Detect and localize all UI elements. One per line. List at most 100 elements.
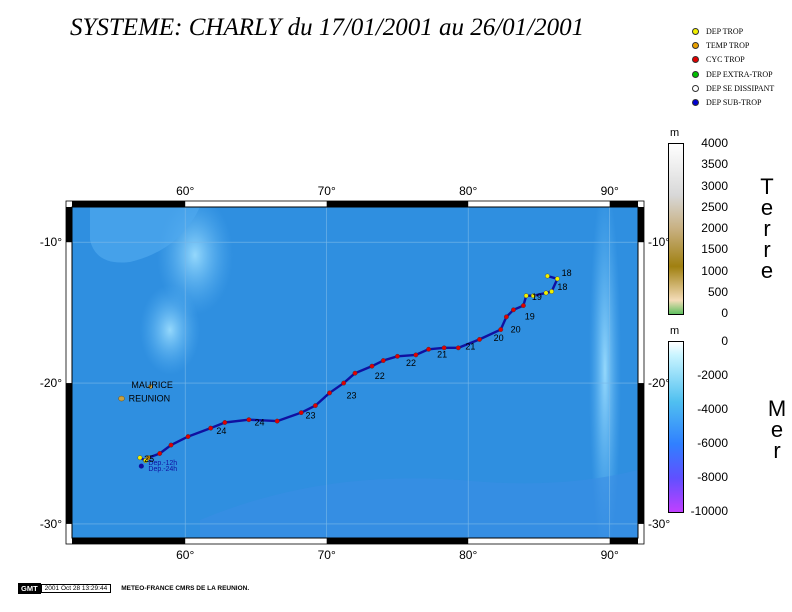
day-label: 18: [562, 268, 572, 278]
frame-bar: [638, 383, 644, 524]
longitude-label: 60°: [176, 184, 194, 198]
legend-item: DEP EXTRA-TROP: [692, 67, 774, 81]
mascarene-ridge: [140, 285, 200, 375]
sea-scale-tick: -2000: [697, 368, 728, 382]
track-point: [274, 418, 280, 424]
longitude-label: 60°: [176, 548, 194, 562]
legend-marker-icon: [692, 27, 699, 35]
track-point: [549, 289, 555, 294]
place-label: MAURICE: [131, 380, 173, 390]
legend-item: DEP SUB-TROP: [692, 95, 774, 109]
latitude-label: -30°: [40, 517, 62, 531]
reunion-island: [118, 395, 125, 402]
footer: GMT 2001 Oct 28 13:29:44 METEO-FRANCE CM…: [18, 583, 249, 594]
legend-marker-icon: [692, 70, 699, 78]
track-point: [327, 390, 332, 396]
mauritius-island: [148, 384, 153, 389]
longitude-label: 70°: [318, 548, 336, 562]
legend-marker-icon: [692, 99, 699, 107]
day-label: 19: [525, 312, 535, 322]
land-scale-tick: 3500: [701, 157, 728, 172]
track-point: [554, 276, 560, 282]
track-point: [352, 370, 358, 376]
legend-item: TEMP TROP: [692, 38, 774, 52]
track-point: [137, 455, 143, 461]
sea-scale-bar: [668, 341, 684, 513]
day-label: 21: [437, 350, 447, 360]
frame-bar: [609, 201, 638, 207]
gmt-badge: GMT: [18, 583, 41, 594]
sea-scale-unit: m: [670, 325, 680, 337]
track-point: [441, 345, 447, 351]
track-point: [511, 307, 516, 313]
legend-label: DEP TROP: [706, 26, 744, 36]
day-label: 21: [465, 341, 475, 351]
track-point: [246, 417, 252, 423]
track-point: [341, 380, 347, 386]
land-scale-tick: 3000: [701, 178, 728, 193]
footer-credit: METEO-FRANCE CMRS DE LA REUNION.: [121, 585, 250, 592]
track-point: [143, 458, 148, 463]
deep-basin: [200, 470, 638, 538]
legend-label: DEP SUB-TROP: [706, 98, 762, 108]
longitude-label: 90°: [601, 184, 619, 198]
day-label: 18: [557, 282, 567, 292]
legend-item: DEP TROP: [692, 24, 774, 38]
track-point: [157, 451, 163, 456]
land-scale-tick: 1000: [701, 263, 728, 278]
frame-bar: [609, 538, 638, 544]
sea-scale-tick: -4000: [697, 402, 728, 416]
outer-frame: [65, 200, 645, 545]
track-point: [146, 455, 151, 461]
track-point: [395, 353, 400, 359]
legend-item: DEP SE DISSIPANT: [692, 81, 774, 95]
track-point: [413, 352, 419, 358]
longitude-label: 80°: [459, 184, 477, 198]
track-point: [523, 293, 529, 299]
place-label: REUNION: [129, 393, 171, 403]
legend-label: CYC TROP: [706, 55, 745, 65]
land-scale-tick: 4000: [701, 136, 728, 150]
day-label: 25: [144, 454, 154, 464]
track-point: [498, 327, 504, 332]
track-point: [455, 345, 461, 351]
day-label: 19: [532, 292, 542, 302]
track-point: [369, 363, 375, 369]
land-scale-tick: 0: [721, 306, 728, 320]
track-point: [520, 303, 526, 308]
frame-bar: [72, 201, 186, 207]
land-scale-tick: 2500: [701, 199, 728, 214]
legend-label: DEP EXTRA-TROP: [706, 69, 773, 79]
track-point: [185, 434, 191, 439]
frame-bar: [638, 207, 644, 243]
day-label: 20: [511, 324, 521, 334]
legend-label: DEP SE DISSIPANT: [706, 83, 775, 93]
track-point: [426, 346, 431, 352]
track-point: [545, 273, 550, 279]
day-label: 24: [216, 426, 226, 436]
sea-scale-tick: -6000: [697, 436, 728, 450]
track-point: [168, 442, 174, 448]
start-label: Dep.-12h: [148, 460, 177, 467]
track-point: [543, 290, 549, 296]
latitude-label: -20°: [40, 376, 62, 390]
latitude-label: -10°: [648, 235, 670, 249]
track-point: [298, 410, 304, 416]
latitude-label: -30°: [648, 517, 670, 531]
latitude-label: -10°: [40, 235, 62, 249]
track-point: [312, 403, 318, 408]
longitude-label: 90°: [601, 548, 619, 562]
legend-marker-icon: [692, 84, 699, 92]
track-point: [380, 358, 386, 363]
land-scale-bar: [668, 143, 684, 315]
track-point: [208, 425, 214, 431]
longitude-label: 70°: [318, 184, 336, 198]
legend-marker-icon: [692, 41, 699, 49]
frame-bar: [326, 201, 469, 207]
frame-bar: [72, 538, 186, 544]
frame-bar: [326, 538, 469, 544]
storm-type-legend: DEP TROP TEMP TROP CYC TROP DEP EXTRA-TROP D…: [692, 24, 774, 110]
land-scale-tick: 1500: [701, 242, 728, 257]
